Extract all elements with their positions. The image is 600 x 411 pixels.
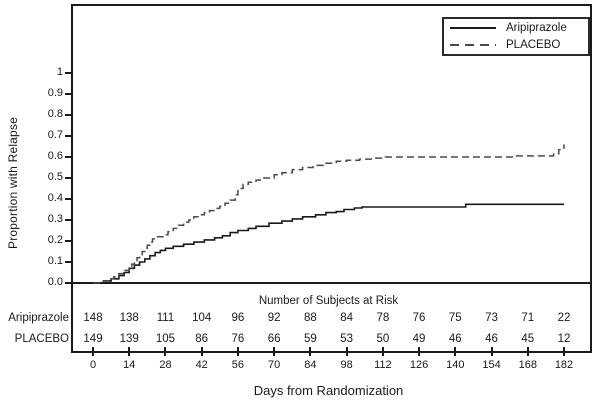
legend-label: PLACEBO	[506, 39, 561, 51]
risk-count: 96	[231, 312, 245, 324]
risk-count: 66	[267, 333, 281, 345]
risk-count: 49	[412, 333, 426, 345]
x-tick-label: 154	[482, 359, 501, 371]
x-tick-mark	[273, 347, 276, 356]
x-tick-mark	[309, 347, 312, 356]
solid-line-swatch	[450, 27, 496, 29]
y-axis-title: Proportion with Relapse	[6, 116, 20, 249]
y-tick-mark	[65, 261, 71, 263]
risk-count: 104	[192, 312, 212, 324]
risk-count: 92	[267, 312, 281, 324]
y-tick-mark	[65, 240, 71, 242]
risk-count: 111	[156, 312, 175, 324]
y-tick-mark	[65, 219, 71, 221]
risk-count: 78	[376, 312, 390, 324]
x-tick-label: 140	[446, 359, 465, 371]
dashed-line-swatch	[450, 44, 496, 46]
legend-label: Aripiprazole	[506, 22, 567, 34]
x-tick-label: 126	[409, 359, 429, 371]
x-tick-mark	[200, 347, 203, 356]
x-tick-mark	[164, 347, 167, 356]
y-tick-label: 0.5	[47, 171, 63, 183]
y-tick-label: 0.0	[47, 276, 63, 288]
x-axis-title: Days from Randomization	[253, 383, 404, 398]
x-tick-label: 182	[554, 359, 574, 371]
risk-count: 88	[303, 312, 317, 324]
y-tick-mark	[65, 198, 71, 200]
risk-count: 12	[557, 333, 571, 345]
y-tick-mark	[65, 135, 71, 137]
plot-frame	[71, 4, 592, 353]
risk-count: 76	[231, 333, 245, 345]
y-tick-mark	[65, 93, 71, 95]
x-tick-label: 168	[518, 359, 537, 371]
y-tick-label: 0.9	[47, 87, 63, 99]
x-tick-label: 112	[374, 359, 392, 371]
x-tick-mark	[526, 347, 529, 356]
y-tick-label: 0.1	[47, 255, 63, 267]
x-tick-label: 84	[304, 359, 317, 371]
x-tick-label: 56	[231, 359, 245, 371]
x-tick-label: 0	[89, 359, 97, 371]
y-tick-mark	[65, 114, 71, 116]
risk-table-title: Number of Subjects at Risk	[258, 295, 399, 307]
x-tick-label: 14	[123, 359, 136, 371]
risk-count: 46	[485, 333, 498, 345]
y-tick-label: 0.8	[47, 108, 63, 120]
legend-entry-aripiprazole: Aripiprazole	[450, 21, 582, 35]
risk-count: 148	[83, 312, 103, 324]
legend-entry-placebo: PLACEBO	[450, 38, 582, 52]
x-tick-mark	[490, 347, 493, 356]
x-tick-mark	[92, 347, 94, 356]
x-tick-label: 98	[340, 359, 353, 371]
risk-count: 59	[303, 333, 317, 345]
y-tick-label: 0.7	[47, 129, 63, 141]
risk-row-label-placebo: PLACEBO	[14, 333, 69, 345]
y-tick-mark	[65, 72, 71, 74]
x-tick-mark	[418, 347, 421, 356]
risk-count: 53	[340, 333, 353, 345]
risk-count: 22	[557, 312, 571, 324]
risk-count: 73	[485, 312, 498, 324]
risk-count: 46	[448, 333, 462, 345]
risk-count: 45	[521, 333, 535, 345]
y-tick-label: 0.4	[47, 192, 63, 204]
x-tick-mark	[236, 347, 239, 356]
x-tick-mark	[454, 347, 457, 356]
y-tick-label: 1	[56, 66, 63, 78]
zero-baseline	[71, 282, 592, 284]
x-tick-label: 70	[268, 359, 281, 371]
risk-count: 86	[195, 333, 209, 345]
risk-count: 75	[448, 312, 462, 324]
x-tick-mark	[381, 347, 384, 356]
risk-count: 50	[376, 333, 390, 345]
y-tick-label: 0.6	[47, 150, 63, 162]
risk-count: 71	[521, 312, 535, 324]
x-tick-label: 42	[195, 359, 208, 371]
risk-count: 84	[340, 312, 353, 324]
risk-row-label-aripiprazole: Aripiprazole	[8, 312, 69, 324]
x-tick-mark	[128, 347, 131, 356]
risk-count: 149	[83, 333, 103, 345]
risk-count: 76	[412, 312, 426, 324]
x-tick-mark	[345, 347, 348, 356]
y-tick-mark	[65, 177, 71, 179]
y-tick-label: 0.3	[47, 213, 63, 225]
x-tick-mark	[563, 347, 565, 356]
legend: Aripiprazole PLACEBO	[442, 17, 590, 56]
risk-count: 138	[119, 312, 139, 324]
y-tick-label: 0.2	[47, 234, 63, 246]
risk-count: 105	[155, 333, 176, 345]
y-tick-mark	[65, 282, 71, 284]
y-tick-mark	[65, 156, 71, 158]
x-tick-label: 28	[159, 359, 172, 371]
risk-count: 139	[119, 333, 139, 345]
